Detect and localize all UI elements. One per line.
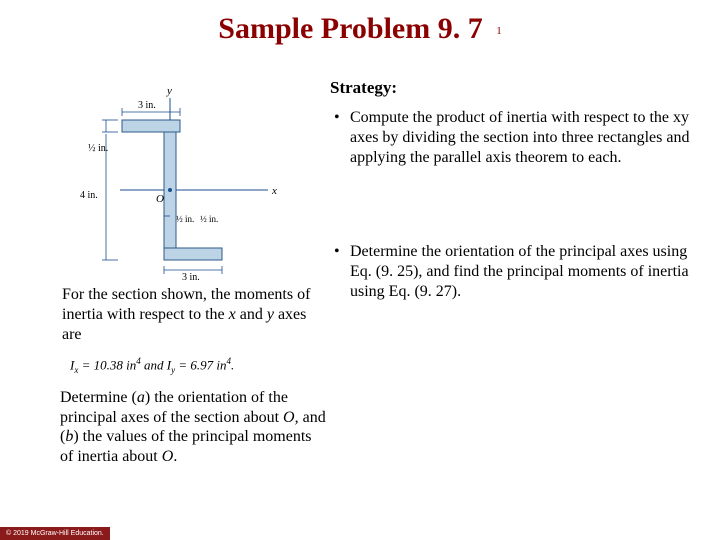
slide: Sample Problem 9. 7 1 y x O 3 in.	[0, 0, 720, 540]
x-axis-label: x	[271, 185, 277, 197]
slide-title: Sample Problem 9. 7 1	[0, 12, 720, 46]
copyright-footer: © 2019 McGraw-Hill Education.	[0, 527, 110, 540]
problem-statement-2: Determine (a) the orientation of the pri…	[60, 388, 326, 466]
page-number: 1	[496, 25, 502, 37]
p1-y: y	[267, 306, 274, 323]
dim-top-thick: ½ in.	[88, 143, 108, 154]
dim-br: ½ in.	[200, 214, 218, 224]
dim-web-height: 4 in.	[80, 190, 98, 201]
Iy-val: = 6.97 in	[175, 357, 226, 372]
dim-bottom-width: 3 in.	[182, 272, 200, 280]
origin-label: O	[156, 193, 164, 205]
top-flange	[122, 120, 180, 132]
dim-top-width: 3 in.	[138, 100, 156, 111]
f-dot: .	[231, 357, 234, 372]
p1-x: x	[229, 306, 236, 323]
p2-d: ) the values of the principal moments of…	[60, 428, 311, 465]
p2-a: Determine (	[60, 389, 137, 406]
problem-statement-1: For the section shown, the moments of in…	[62, 285, 314, 345]
Ix-val: = 10.38 in	[78, 357, 136, 372]
strategy-bullet-1: Compute the product of inertia with resp…	[350, 108, 690, 168]
section-figure: y x O 3 in. ½ in. 4 in.	[60, 80, 280, 280]
p2-e: .	[173, 448, 177, 465]
strategy-bullet-2: Determine the orientation of the princip…	[350, 242, 690, 302]
bottom-flange	[164, 248, 222, 260]
given-moments: Ix = 10.38 in4 and Iy = 6.97 in4.	[70, 356, 234, 375]
origin-point	[168, 188, 172, 192]
p2-ai: a	[137, 389, 145, 406]
p1-m2: and	[236, 306, 267, 323]
y-axis-label: y	[166, 85, 172, 97]
dim-bl: ½ in.	[176, 214, 194, 224]
p2-O2: O	[162, 448, 174, 465]
strategy-header: Strategy:	[330, 78, 397, 98]
title-text: Sample Problem 9. 7	[218, 12, 482, 45]
f-and: and	[141, 357, 167, 372]
p2-O1: O,	[283, 409, 299, 426]
